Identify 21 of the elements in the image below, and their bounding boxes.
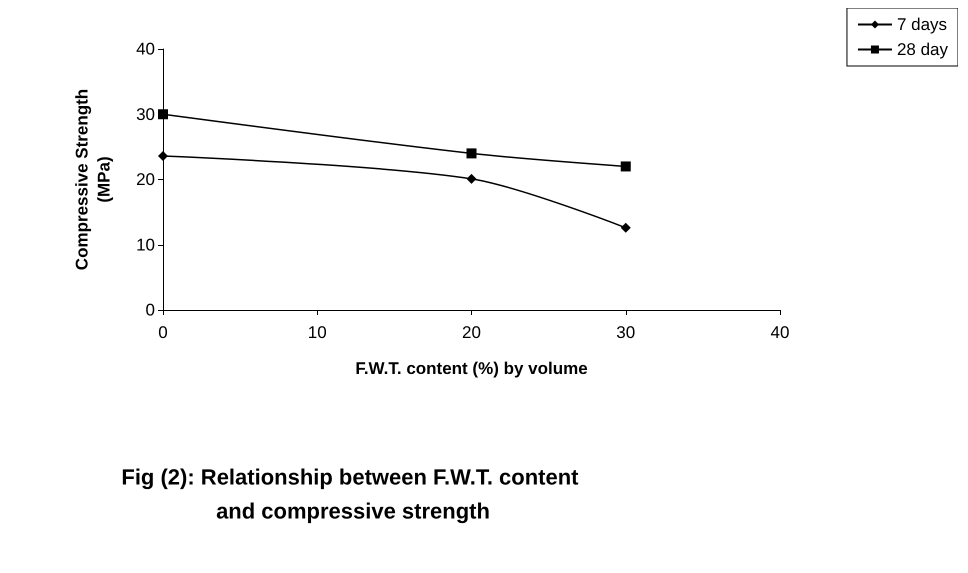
x-tick-label: 40 [770,323,790,342]
y-tick-label: 0 [146,300,155,320]
x-tick-label: 0 [158,323,168,342]
x-axis-title: F.W.T. content (%) by volume [355,359,588,378]
legend-label: 28 day [896,40,948,59]
legend-label: 7 days [896,15,948,34]
x-tick-label: 10 [308,323,327,342]
point [466,174,476,184]
y-axis-title: Compressive Strength (MPa) [72,88,114,270]
y-tick-label: 40 [136,40,155,58]
point [620,222,631,233]
point [158,151,168,162]
y-tick-label: 30 [136,104,155,124]
y-tick-label: 20 [136,170,155,189]
point [466,148,476,158]
x-tick-label: 20 [462,323,481,342]
point [158,109,168,120]
y-tick-label: 10 [136,235,155,254]
point [620,161,631,172]
x-tick-label: 30 [616,323,636,342]
text: Fig (2): Relationship between F.W.T. content and compressive strength [121,464,585,524]
